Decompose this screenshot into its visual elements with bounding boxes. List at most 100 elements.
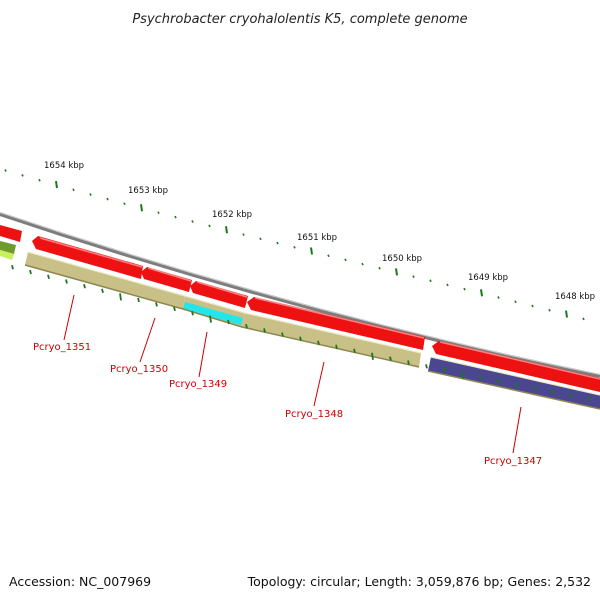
accession-text: Accession: NC_007969	[9, 574, 151, 589]
major-tick	[140, 204, 143, 212]
lower-tick	[299, 336, 302, 341]
scale-label-1651: 1651 kbp	[297, 233, 337, 243]
lower-tick	[209, 315, 212, 323]
scale-label-1650: 1650 kbp	[382, 254, 422, 264]
minor-tick	[412, 275, 415, 278]
minor-tick	[157, 211, 160, 215]
minor-tick	[259, 237, 262, 241]
backbone-line	[0, 212, 600, 378]
lower-tick	[101, 288, 104, 294]
leader-pcryo-1347	[512, 406, 522, 454]
label-pcryo-1348[interactable]: Pcryo_1348	[285, 409, 343, 420]
minor-tick	[378, 266, 381, 270]
minor-tick	[429, 279, 432, 283]
lower-tick	[137, 297, 140, 303]
minor-tick	[327, 254, 330, 258]
genome-summary-text: Topology: circular; Length: 3,059,876 bp…	[247, 574, 591, 589]
label-pcryo-1351[interactable]: Pcryo_1351	[33, 342, 91, 353]
lower-tick	[29, 269, 32, 275]
minor-tick	[548, 308, 551, 312]
leader-pcryo-1351	[63, 294, 75, 341]
lower-tick	[533, 386, 536, 391]
gene-pcryo-1350-box[interactable]	[25, 252, 185, 309]
gene-partial-green[interactable]	[0, 241, 16, 254]
leader-pcryo-1350	[139, 317, 156, 363]
gene-partial-lime[interactable]	[0, 250, 14, 260]
minor-tick	[21, 174, 24, 177]
lower-tick	[317, 340, 320, 345]
major-tick	[55, 180, 58, 189]
gene-forward-3[interactable]	[190, 281, 248, 308]
minor-tick	[582, 317, 585, 321]
gene-pcryo-1348-box[interactable]	[242, 313, 421, 367]
gene-forward-4[interactable]	[247, 297, 425, 350]
gene-reverse-highlights	[27, 251, 600, 396]
minor-tick	[4, 169, 7, 172]
major-tick	[395, 268, 398, 276]
map-title: Psychrobacter cryohalolentis K5, complet…	[132, 12, 467, 27]
label-pcryo-1349[interactable]: Pcryo_1349	[169, 379, 227, 390]
lower-tick	[407, 360, 410, 365]
major-tick	[310, 247, 313, 255]
lower-tick	[479, 375, 482, 380]
lower-ticks	[11, 265, 590, 401]
lower-tick	[263, 328, 266, 333]
lower-tick	[191, 311, 194, 316]
gene-reverse-shadows	[24, 264, 600, 410]
lower-tick	[155, 302, 158, 307]
major-tick	[565, 310, 568, 318]
lower-tick	[173, 306, 176, 312]
minor-tick	[208, 224, 211, 228]
lower-tick	[371, 352, 374, 360]
lower-tick	[461, 371, 464, 379]
minor-tick	[293, 245, 296, 249]
lower-tick	[47, 274, 50, 280]
lower-tick	[551, 389, 554, 394]
lower-tick	[335, 344, 338, 350]
scale-label-1648: 1648 kbp	[555, 292, 595, 302]
gene-pcryo-1349-box[interactable]	[183, 302, 243, 325]
minor-tick	[89, 193, 92, 196]
minor-tick	[123, 202, 126, 206]
minor-tick	[514, 300, 517, 304]
lower-tick	[425, 364, 428, 369]
minor-tick	[242, 233, 245, 236]
scale-label-1649: 1649 kbp	[468, 273, 508, 283]
lower-tick	[587, 396, 590, 401]
lower-tick	[11, 265, 14, 270]
minor-tick	[344, 258, 347, 262]
minor-tick	[72, 188, 75, 192]
minor-tick	[174, 215, 177, 219]
leader-pcryo-1349	[198, 331, 208, 378]
lower-tick	[497, 378, 500, 384]
lower-tick	[569, 392, 572, 398]
gene-pcryo-1347-box[interactable]	[428, 357, 600, 409]
major-tick	[480, 289, 483, 297]
gene-forward-1[interactable]	[32, 236, 143, 279]
minor-tick	[276, 241, 279, 245]
scale-ticks	[4, 169, 585, 321]
lower-tick	[119, 293, 122, 301]
leader-pcryo-1348	[313, 361, 325, 407]
backbone-highlight	[0, 212, 600, 375]
minor-tick	[497, 296, 500, 299]
lower-tick	[281, 332, 284, 337]
scale-label-1652: 1652 kbp	[212, 210, 252, 220]
label-pcryo-1347[interactable]: Pcryo_1347	[484, 456, 542, 467]
lower-tick	[245, 323, 248, 329]
gene-forward-2[interactable]	[141, 267, 192, 292]
lower-tick	[83, 283, 86, 289]
minor-tick	[191, 220, 194, 223]
gene-forward-highlights	[39, 237, 600, 380]
gene-forward-5[interactable]	[432, 341, 600, 392]
minor-tick	[106, 197, 109, 201]
lower-tick	[227, 319, 230, 325]
label-pcryo-1350[interactable]: Pcryo_1350	[110, 364, 168, 375]
minor-tick	[531, 304, 534, 308]
major-tick	[225, 226, 228, 234]
lower-tick	[389, 356, 392, 361]
minor-tick	[361, 262, 364, 266]
minor-tick	[446, 283, 449, 287]
gene-partial-red[interactable]	[0, 225, 22, 242]
lower-tick	[515, 382, 518, 387]
